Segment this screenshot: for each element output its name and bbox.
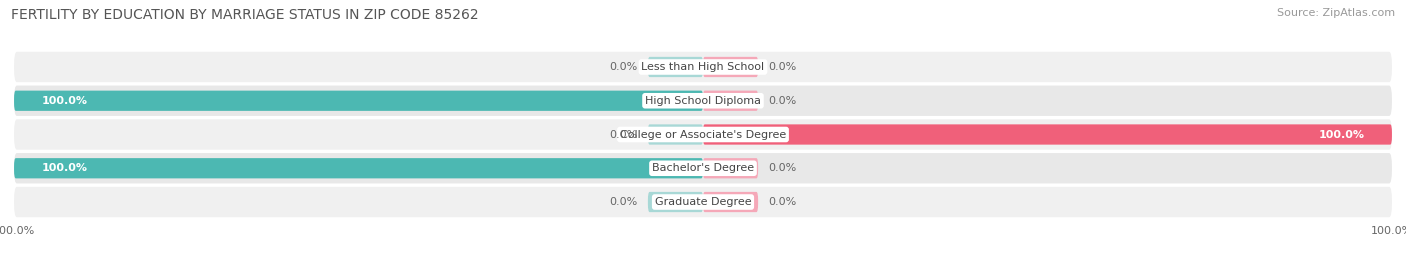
Text: 0.0%: 0.0% [769, 197, 797, 207]
Text: FERTILITY BY EDUCATION BY MARRIAGE STATUS IN ZIP CODE 85262: FERTILITY BY EDUCATION BY MARRIAGE STATU… [11, 8, 479, 22]
FancyBboxPatch shape [14, 91, 703, 111]
FancyBboxPatch shape [648, 57, 703, 77]
Text: 100.0%: 100.0% [42, 96, 87, 106]
Text: Bachelor's Degree: Bachelor's Degree [652, 163, 754, 173]
FancyBboxPatch shape [648, 192, 703, 212]
FancyBboxPatch shape [14, 86, 1392, 116]
Text: College or Associate's Degree: College or Associate's Degree [620, 129, 786, 140]
FancyBboxPatch shape [703, 158, 758, 178]
Text: 0.0%: 0.0% [769, 62, 797, 72]
Text: 0.0%: 0.0% [769, 96, 797, 106]
FancyBboxPatch shape [648, 124, 703, 145]
FancyBboxPatch shape [703, 192, 758, 212]
Text: Less than High School: Less than High School [641, 62, 765, 72]
Text: 0.0%: 0.0% [769, 163, 797, 173]
Text: 0.0%: 0.0% [609, 62, 637, 72]
FancyBboxPatch shape [14, 52, 1392, 82]
FancyBboxPatch shape [703, 57, 758, 77]
Text: 100.0%: 100.0% [42, 163, 87, 173]
Text: 100.0%: 100.0% [1319, 129, 1364, 140]
FancyBboxPatch shape [14, 187, 1392, 217]
Text: 0.0%: 0.0% [609, 197, 637, 207]
Text: Source: ZipAtlas.com: Source: ZipAtlas.com [1277, 8, 1395, 18]
Text: High School Diploma: High School Diploma [645, 96, 761, 106]
Text: 0.0%: 0.0% [609, 129, 637, 140]
Text: Graduate Degree: Graduate Degree [655, 197, 751, 207]
FancyBboxPatch shape [14, 153, 1392, 183]
FancyBboxPatch shape [703, 124, 1392, 145]
FancyBboxPatch shape [703, 91, 758, 111]
FancyBboxPatch shape [14, 158, 703, 178]
FancyBboxPatch shape [14, 119, 1392, 150]
